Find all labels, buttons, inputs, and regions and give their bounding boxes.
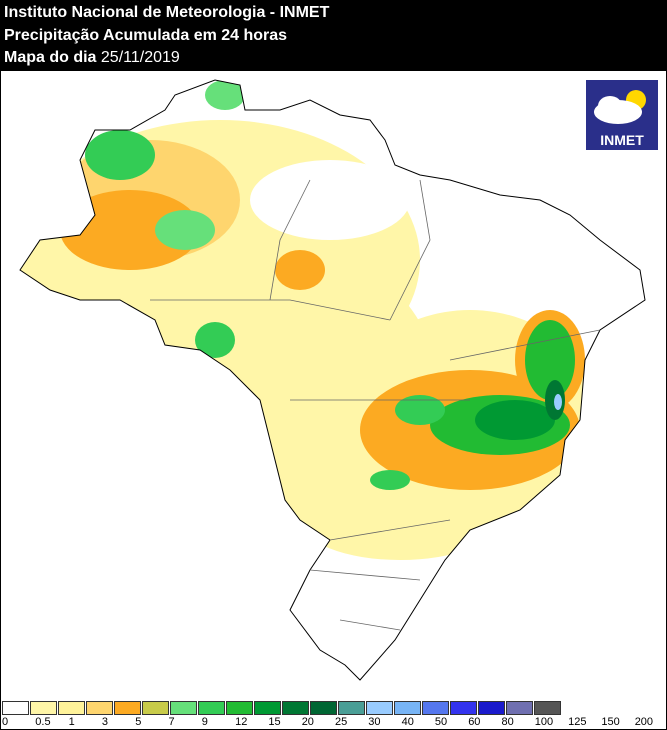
legend-swatch xyxy=(254,701,281,715)
legend-swatch xyxy=(142,701,169,715)
logo-text: INMET xyxy=(600,132,644,148)
header: Instituto Nacional de Meteorologia - INM… xyxy=(0,0,667,71)
legend-swatch xyxy=(198,701,225,715)
legend-label: 125 xyxy=(568,716,587,728)
legend-swatch xyxy=(58,701,85,715)
legend-label: 1 xyxy=(68,716,75,728)
sun-cloud-icon xyxy=(594,90,646,124)
legend-swatch xyxy=(226,701,253,715)
legend-label: 15 xyxy=(268,716,281,728)
legend-swatch xyxy=(422,701,449,715)
legend-label: 5 xyxy=(135,716,142,728)
legend-swatch xyxy=(450,701,477,715)
legend-swatch xyxy=(2,701,29,715)
legend-label: 150 xyxy=(601,716,620,728)
legend-swatch xyxy=(534,701,561,715)
map-date-label: Mapa do dia xyxy=(4,49,97,66)
color-legend xyxy=(2,701,562,715)
legend-swatch xyxy=(366,701,393,715)
legend-swatch xyxy=(30,701,57,715)
legend-swatch xyxy=(338,701,365,715)
legend-label: 3 xyxy=(101,716,109,728)
legend-swatch xyxy=(282,701,309,715)
legend-label: 50 xyxy=(434,716,448,728)
map-date: 25/11/2019 xyxy=(100,49,180,66)
legend-label: 100 xyxy=(534,716,554,728)
map-date-line: Mapa do dia 25/11/2019 xyxy=(4,48,180,68)
legend-swatch xyxy=(86,701,113,715)
legend-label: 40 xyxy=(401,716,414,728)
legend-label: 30 xyxy=(368,716,381,728)
map-subtitle: Precipitação Acumulada em 24 horas xyxy=(4,27,288,44)
legend-label: 9 xyxy=(201,716,208,728)
legend-swatch xyxy=(478,701,505,715)
legend-label: 0 xyxy=(2,716,9,728)
legend-label: 200 xyxy=(634,716,654,728)
state-borders xyxy=(150,179,601,631)
institute-title: Instituto Nacional de Meteorologia - INM… xyxy=(4,4,330,21)
legend-label: 60 xyxy=(468,716,481,728)
legend-swatch xyxy=(506,701,533,715)
precipitation-map xyxy=(19,79,646,681)
rain-areas xyxy=(20,80,645,680)
legend-label: 7 xyxy=(168,716,175,728)
legend-label: 25 xyxy=(335,716,348,728)
legend-swatch xyxy=(310,701,337,715)
legend-swatch xyxy=(114,701,141,715)
legend-labels: 0 0.5 1 3 5 7 9 12 15 20 25 30 40 50 60 80 100 125 150 200 xyxy=(0,716,667,730)
legend-label: 12 xyxy=(235,716,248,728)
legend-label: 20 xyxy=(301,716,314,728)
legend-swatch xyxy=(170,701,197,715)
inmet-logo: INMET xyxy=(586,80,658,150)
legend-label: 0.5 xyxy=(35,716,51,728)
legend-label: 80 xyxy=(501,716,514,728)
legend-swatch xyxy=(394,701,421,715)
